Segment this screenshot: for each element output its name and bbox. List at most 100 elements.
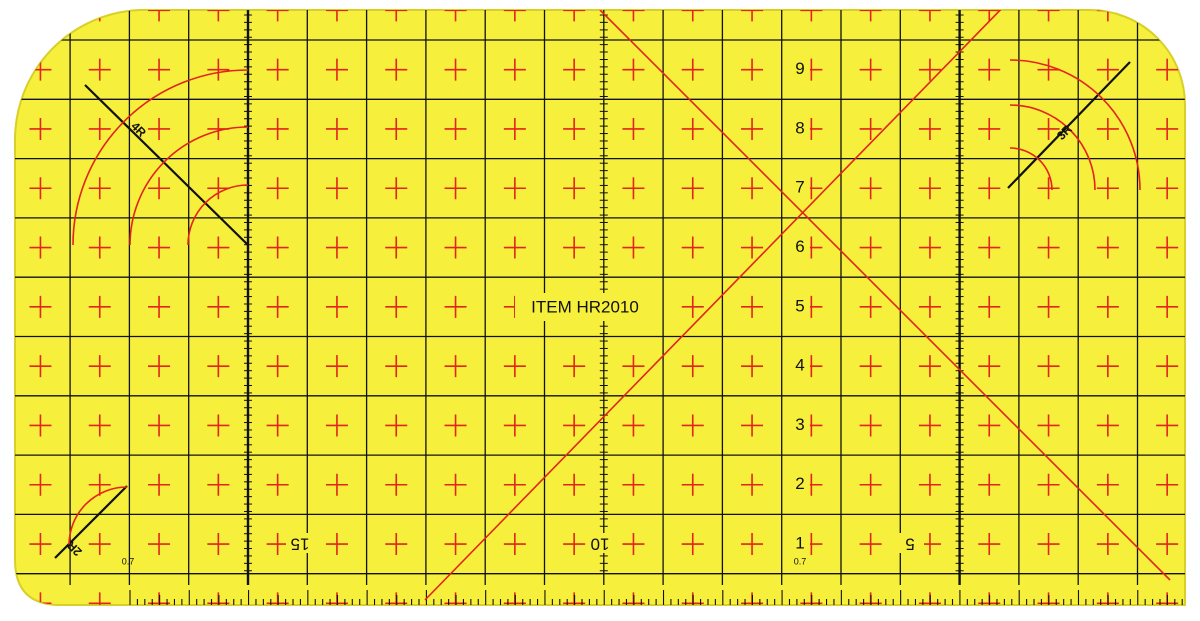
cross xyxy=(1096,414,1119,437)
cross xyxy=(503,355,526,378)
cross xyxy=(503,473,526,496)
cross xyxy=(444,295,467,318)
cross xyxy=(444,414,467,437)
cross xyxy=(1096,117,1119,140)
cross xyxy=(29,117,52,140)
cross xyxy=(207,355,230,378)
cross xyxy=(681,473,704,496)
cross xyxy=(266,236,289,259)
cross xyxy=(741,177,764,200)
cross xyxy=(1156,236,1179,259)
cross xyxy=(1037,10,1060,22)
cross xyxy=(29,414,52,437)
cross xyxy=(918,355,941,378)
cross xyxy=(681,177,704,200)
cross xyxy=(207,533,230,556)
offset-label: 0.7 xyxy=(794,556,807,566)
cross xyxy=(681,10,704,22)
cross xyxy=(444,355,467,378)
cross xyxy=(918,295,941,318)
cross xyxy=(859,10,882,22)
scale-label: 15 xyxy=(291,535,310,554)
cross xyxy=(1037,355,1060,378)
cross xyxy=(918,58,941,81)
label-backdrop xyxy=(790,178,810,199)
cross xyxy=(978,58,1001,81)
cross xyxy=(681,533,704,556)
scale-label: 5 xyxy=(905,535,914,554)
cross xyxy=(563,473,586,496)
cross xyxy=(88,117,111,140)
label-backdrop xyxy=(790,474,810,495)
cross xyxy=(622,10,645,22)
cross xyxy=(622,58,645,81)
cross xyxy=(266,414,289,437)
cross xyxy=(681,295,704,318)
label-backdrop xyxy=(790,415,810,436)
cross xyxy=(681,414,704,437)
cross xyxy=(1037,236,1060,259)
cross xyxy=(918,177,941,200)
item-label: ITEM HR2010 xyxy=(531,297,639,316)
cross xyxy=(503,236,526,259)
cross xyxy=(978,473,1001,496)
scale-label: 6 xyxy=(795,237,804,256)
label-backdrop xyxy=(790,118,810,139)
offset-label: 0.7 xyxy=(122,556,135,566)
cross xyxy=(88,414,111,437)
cross xyxy=(385,295,408,318)
cross xyxy=(88,533,111,556)
cross xyxy=(385,236,408,259)
cross xyxy=(148,355,171,378)
cross xyxy=(918,117,941,140)
cross xyxy=(148,295,171,318)
cross xyxy=(385,58,408,81)
cross xyxy=(1096,473,1119,496)
cross xyxy=(1037,58,1060,81)
cross xyxy=(918,236,941,259)
cross xyxy=(88,592,111,605)
cross xyxy=(148,236,171,259)
cross xyxy=(978,236,1001,259)
corner-arc xyxy=(72,69,249,246)
cross xyxy=(88,473,111,496)
cross xyxy=(207,414,230,437)
scale-label: 8 xyxy=(795,118,804,137)
cross xyxy=(859,533,882,556)
cross xyxy=(1156,10,1179,22)
cross xyxy=(978,117,1001,140)
cross xyxy=(1156,355,1179,378)
cross xyxy=(325,295,348,318)
cross xyxy=(385,473,408,496)
cross xyxy=(859,177,882,200)
cross xyxy=(622,355,645,378)
cross xyxy=(622,117,645,140)
scale-label: 7 xyxy=(795,178,804,197)
label-backdrop xyxy=(515,293,655,321)
cross xyxy=(622,533,645,556)
cross xyxy=(859,58,882,81)
cross xyxy=(503,414,526,437)
cross xyxy=(622,414,645,437)
cross xyxy=(859,295,882,318)
cross xyxy=(859,414,882,437)
cross xyxy=(1156,533,1179,556)
cross xyxy=(148,117,171,140)
scale-label: 9 xyxy=(795,59,804,78)
cross xyxy=(1037,177,1060,200)
cross xyxy=(1156,295,1179,318)
label-backdrop xyxy=(790,237,810,258)
cross xyxy=(29,533,52,556)
cross xyxy=(741,58,764,81)
cross xyxy=(266,117,289,140)
cross xyxy=(859,355,882,378)
cross xyxy=(148,177,171,200)
corner-arc xyxy=(187,184,249,246)
cross xyxy=(1096,236,1119,259)
cross xyxy=(978,414,1001,437)
cross xyxy=(325,236,348,259)
cross xyxy=(1156,58,1179,81)
cross xyxy=(266,177,289,200)
cross xyxy=(385,10,408,22)
